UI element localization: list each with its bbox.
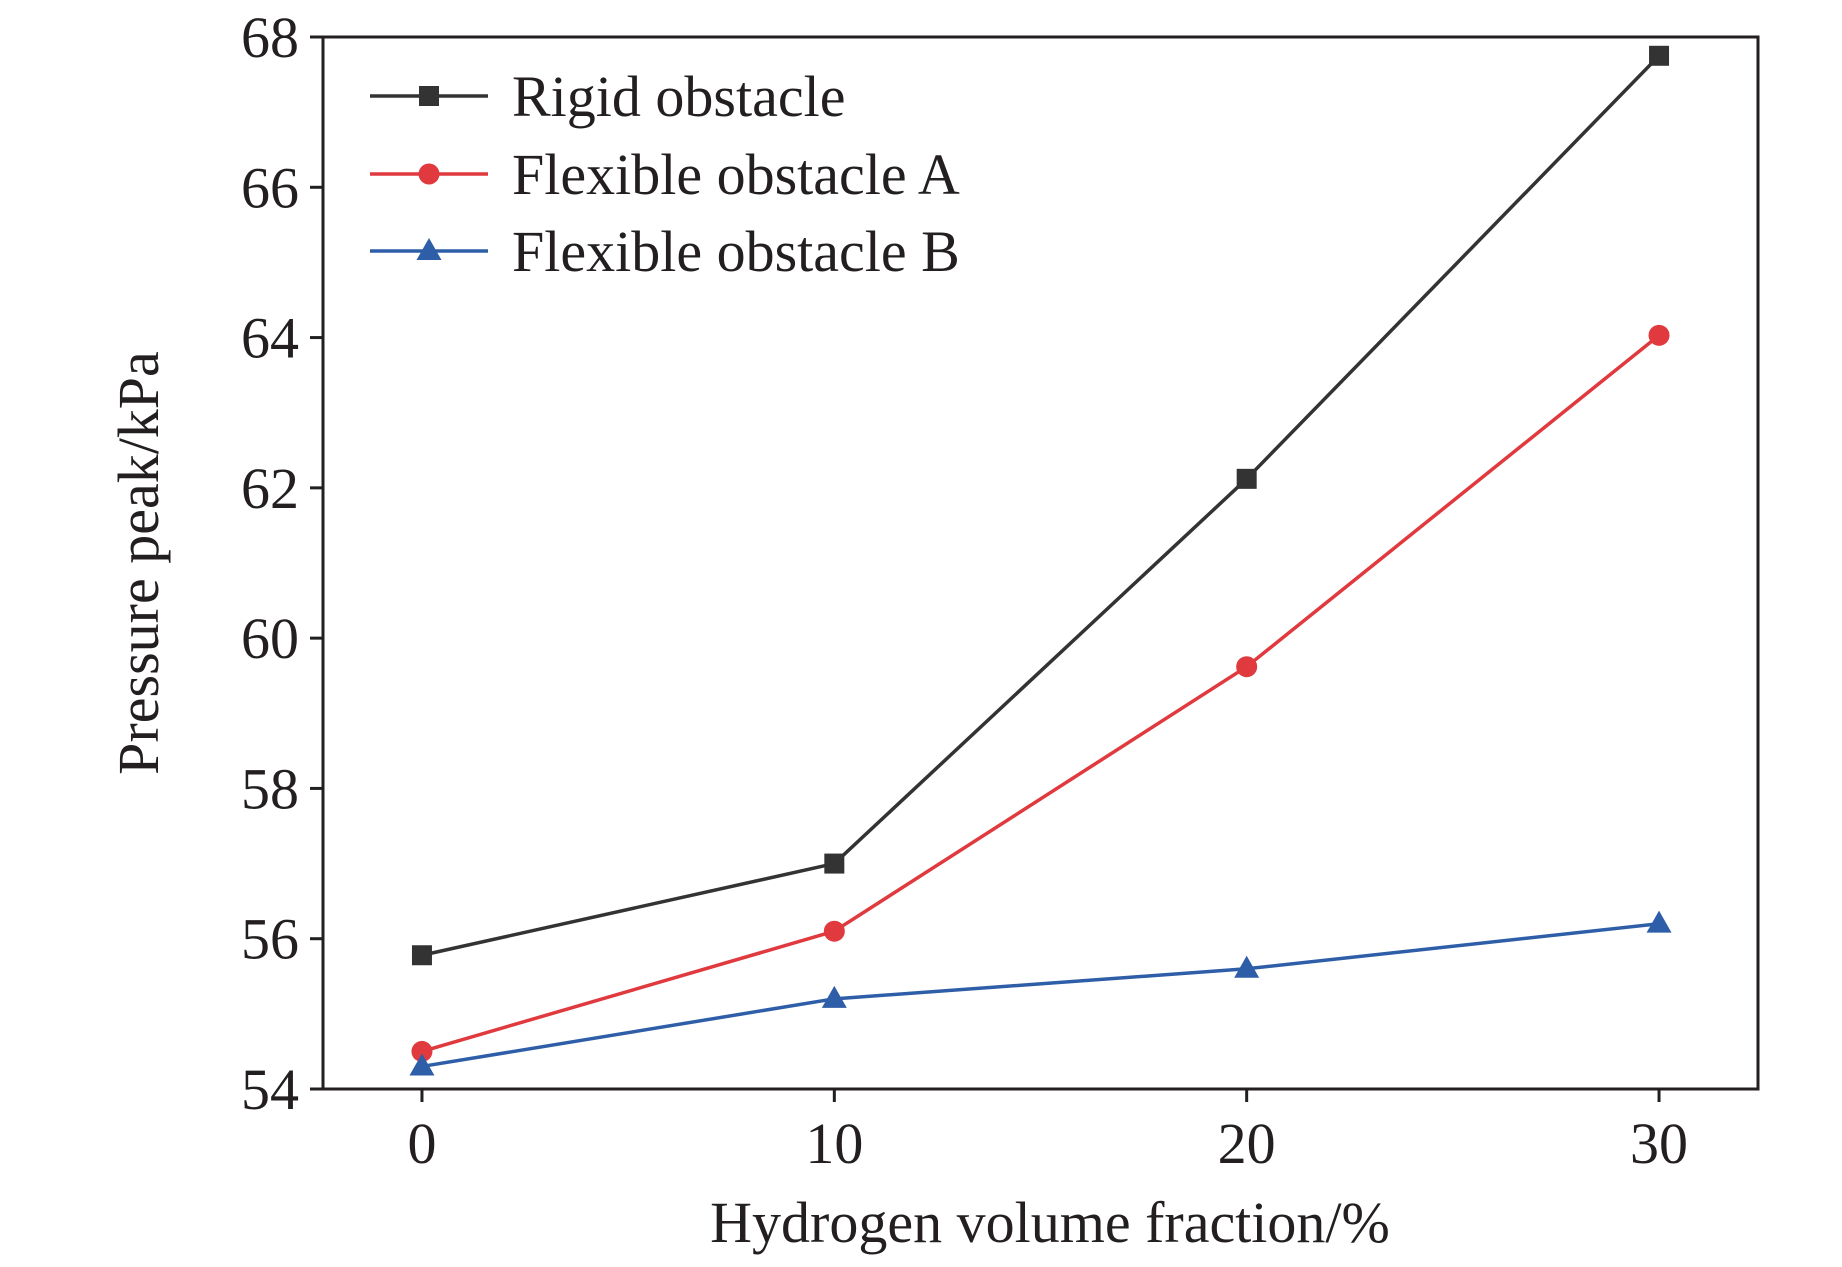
y-tick-label: 54 bbox=[241, 1057, 299, 1122]
data-point bbox=[1648, 324, 1670, 346]
x-tick-label: 10 bbox=[805, 1111, 863, 1176]
legend-item: Flexible obstacle A bbox=[370, 142, 960, 207]
data-point bbox=[823, 920, 845, 942]
series-3 bbox=[409, 910, 1672, 1076]
legend-marker bbox=[419, 86, 439, 106]
data-point bbox=[824, 853, 845, 874]
y-tick-label: 62 bbox=[241, 456, 299, 521]
series-layer bbox=[409, 45, 1672, 1076]
y-tick-label: 68 bbox=[241, 5, 299, 70]
y-tick-label: 66 bbox=[241, 155, 299, 220]
data-point bbox=[1236, 656, 1258, 678]
x-axis-title: Hydrogen volume fraction/% bbox=[710, 1190, 1390, 1255]
data-point bbox=[1236, 468, 1257, 489]
data-point bbox=[411, 1040, 433, 1062]
legend-label: Flexible obstacle A bbox=[512, 142, 960, 207]
y-tick-label: 56 bbox=[241, 907, 299, 972]
series-2 bbox=[411, 324, 1670, 1062]
x-tick-label: 20 bbox=[1218, 1111, 1276, 1176]
legend-marker bbox=[418, 163, 440, 185]
series-1 bbox=[411, 45, 1670, 966]
x-axis: 0 10 20 30 bbox=[407, 1089, 1688, 1176]
data-point bbox=[411, 945, 432, 966]
x-tick-label: 0 bbox=[407, 1111, 436, 1176]
series-line bbox=[421, 54, 1661, 957]
y-axis: 54 56 58 60 62 64 66 68 bbox=[241, 5, 323, 1122]
legend-marker bbox=[416, 238, 442, 260]
data-point bbox=[1646, 910, 1672, 933]
data-point bbox=[409, 1053, 435, 1076]
y-tick-label: 58 bbox=[241, 756, 299, 821]
legend-item: Flexible obstacle B bbox=[370, 219, 960, 284]
y-tick-label: 60 bbox=[241, 606, 299, 671]
data-point bbox=[1234, 955, 1260, 978]
series-line bbox=[421, 921, 1660, 1069]
y-tick-label: 64 bbox=[241, 306, 299, 371]
plot-frame bbox=[321, 35, 1760, 1091]
series-line bbox=[421, 333, 1661, 1054]
legend-item: Rigid obstacle bbox=[370, 64, 845, 129]
data-point bbox=[821, 985, 847, 1008]
legend: Rigid obstacle Flexible obstacle A Flexibl… bbox=[370, 64, 960, 284]
y-axis-title: Pressure peak/kPa bbox=[106, 351, 171, 775]
legend-label: Rigid obstacle bbox=[512, 64, 845, 129]
data-point bbox=[1649, 45, 1670, 66]
x-tick-label: 30 bbox=[1630, 1111, 1688, 1176]
legend-label: Flexible obstacle B bbox=[512, 219, 960, 284]
